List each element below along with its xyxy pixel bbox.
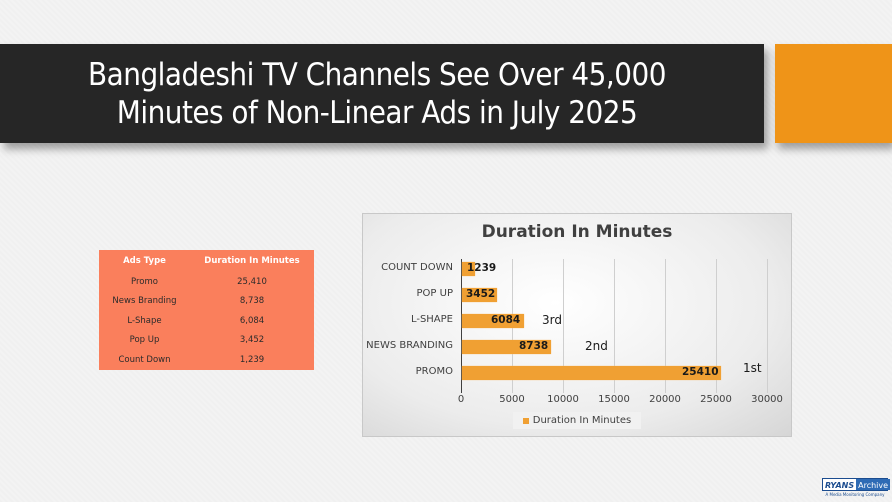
cell-ads-type: Promo <box>131 276 158 287</box>
table-row: Count Down 1,239 <box>99 350 314 370</box>
table-row: L-Shape 6,084 <box>99 311 314 331</box>
category-label: COUNT DOWN <box>381 262 453 273</box>
bar-news-branding <box>462 340 551 354</box>
logo-tagline: A Media Monitoring Company <box>825 492 885 497</box>
header-ads-type: Ads Type <box>123 256 166 266</box>
cell-ads-type: Count Down <box>118 354 171 365</box>
x-tick-label: 25000 <box>700 394 732 405</box>
category-label: NEWS BRANDING <box>366 340 453 351</box>
y-axis-line <box>461 259 462 393</box>
x-tick-label: 0 <box>457 394 465 405</box>
gridline <box>614 259 615 393</box>
category-label: POP UP <box>416 288 453 299</box>
cell-duration: 3,452 <box>239 335 265 346</box>
orange-accent-block <box>775 44 892 143</box>
x-tick-label: 15000 <box>598 394 630 405</box>
bar-value-label: 1239 <box>467 262 497 274</box>
gridline <box>767 259 768 393</box>
cell-ads-type: L-Shape <box>127 315 162 326</box>
legend-label: Duration In Minutes <box>532 415 632 426</box>
x-tick-label: 10000 <box>547 394 579 405</box>
chart-legend: Duration In Minutes <box>513 412 641 429</box>
legend-swatch-icon <box>522 417 529 424</box>
title-line-2: Minutes of Non-Linear Ads in July 2025 <box>116 94 638 131</box>
rank-annotation: 1st <box>743 361 762 375</box>
title-banner: Bangladeshi TV Channels See Over 45,000 … <box>0 44 764 143</box>
logo-brand: RYANS <box>823 479 857 490</box>
table-row: News Branding 8,738 <box>99 292 314 312</box>
bar-value-label: 25410 <box>682 366 719 378</box>
x-tick-label: 5000 <box>499 394 525 405</box>
gridline <box>716 259 717 393</box>
bar-l-shape <box>462 314 524 328</box>
cell-ads-type: Pop Up <box>129 335 160 346</box>
header-duration: Duration In Minutes <box>204 256 300 266</box>
bar-value-label: 3452 <box>466 288 496 300</box>
rank-annotation: 2nd <box>585 339 608 353</box>
table-row: Promo 25,410 <box>99 272 314 292</box>
category-label: L-SHAPE <box>410 314 453 325</box>
bar-promo <box>462 366 721 380</box>
page-title: Bangladeshi TV Channels See Over 45,000 … <box>88 56 666 132</box>
table-header-row: Ads Type Duration In Minutes <box>99 250 314 272</box>
ryans-archive-logo: RYANS Archive A Media Monitoring Company <box>822 478 891 500</box>
bar-value-label: 6084 <box>491 314 521 326</box>
bar-pop-up <box>462 288 498 302</box>
bar-value-label: 8738 <box>519 340 549 352</box>
cell-ads-type: News Branding <box>112 296 177 307</box>
category-label: PROMO <box>415 366 453 377</box>
chart-title: Duration In Minutes <box>481 222 673 242</box>
table-row: Pop Up 3,452 <box>99 331 314 351</box>
ads-duration-table: Ads Type Duration In Minutes Promo 25,41… <box>99 250 314 370</box>
bar-count-down <box>462 262 475 276</box>
x-tick-label: 20000 <box>649 394 681 405</box>
cell-duration: 8,738 <box>239 296 265 307</box>
x-tick-label: 30000 <box>751 394 783 405</box>
duration-bar-chart: Duration In Minutes COUNT DOWN POP UP L-… <box>362 213 792 437</box>
title-line-1: Bangladeshi TV Channels See Over 45,000 <box>88 56 666 93</box>
logo-name: Archive <box>856 479 891 490</box>
gridline <box>563 259 564 393</box>
gridline <box>665 259 666 393</box>
cell-duration: 25,410 <box>237 276 267 287</box>
cell-duration: 6,084 <box>239 315 265 326</box>
rank-annotation: 3rd <box>542 313 562 327</box>
cell-duration: 1,239 <box>239 354 265 365</box>
